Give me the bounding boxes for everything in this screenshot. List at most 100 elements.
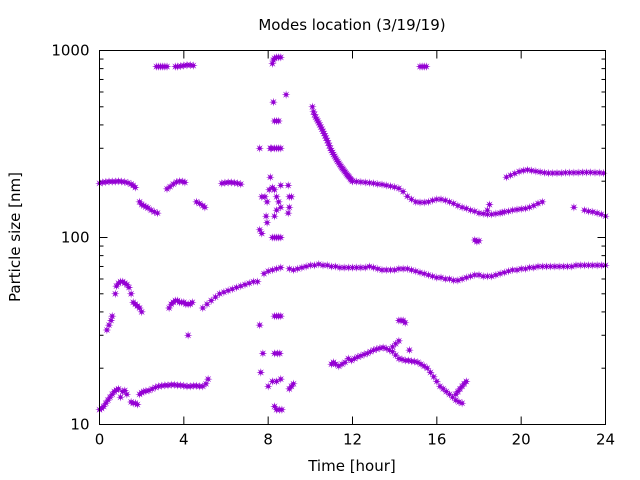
data-point <box>365 262 374 271</box>
data-point <box>441 196 450 205</box>
data-point <box>445 274 454 284</box>
data-point <box>272 205 281 215</box>
data-point <box>257 229 267 238</box>
data-point <box>531 167 541 176</box>
series-middle <box>102 259 610 340</box>
x-tick-label: 24 <box>596 431 615 449</box>
data-point <box>453 276 463 285</box>
data-point <box>453 201 463 210</box>
data-point <box>124 283 134 292</box>
data-point <box>424 197 433 207</box>
data-point <box>403 264 412 274</box>
data-point <box>394 184 404 193</box>
data-point <box>495 269 505 278</box>
data-point <box>137 307 146 317</box>
data-point <box>569 203 579 212</box>
data-point <box>114 384 123 394</box>
y-axis-label: Particle size [nm] <box>6 172 24 302</box>
data-point <box>261 211 271 221</box>
data-point <box>322 261 332 270</box>
data-point <box>466 272 475 281</box>
data-point <box>211 292 220 302</box>
data-point <box>277 405 287 414</box>
data-point <box>276 181 286 190</box>
data-point <box>466 205 475 215</box>
x-tick-label: 0 <box>95 431 105 449</box>
data-point <box>308 102 317 112</box>
data-point <box>276 263 286 272</box>
data-point <box>424 270 433 280</box>
data-point <box>592 208 602 218</box>
data-point <box>283 208 293 218</box>
data-point <box>500 268 509 277</box>
data-point <box>255 320 264 330</box>
data-point <box>436 195 446 204</box>
data-point <box>514 167 524 176</box>
data-point <box>487 272 496 281</box>
data-point <box>289 265 298 275</box>
data-point <box>287 192 296 202</box>
data-point <box>206 296 216 305</box>
data-point <box>270 402 279 411</box>
data-points <box>95 53 610 414</box>
data-point <box>538 197 547 207</box>
data-point <box>111 289 120 299</box>
x-tick-label: 8 <box>263 431 273 449</box>
data-point <box>275 349 285 358</box>
data-point <box>369 263 378 272</box>
data-point <box>263 266 273 276</box>
data-point <box>491 270 501 280</box>
data-point <box>432 377 442 386</box>
data-point <box>310 261 319 270</box>
data-point <box>293 264 302 274</box>
data-point <box>394 336 404 346</box>
data-point <box>106 316 116 325</box>
data-point <box>436 273 446 282</box>
data-point <box>462 273 471 282</box>
data-point <box>457 274 467 284</box>
data-point <box>266 172 275 182</box>
data-point <box>180 178 190 187</box>
data-point <box>462 377 471 386</box>
data-point <box>525 203 534 212</box>
data-point <box>276 203 286 212</box>
data-point <box>131 183 140 192</box>
data-point <box>162 62 172 71</box>
data-point <box>369 179 378 188</box>
data-point <box>114 176 123 186</box>
data-point <box>512 265 522 275</box>
data-point <box>377 180 387 189</box>
data-point <box>188 298 197 307</box>
data-point <box>426 368 435 377</box>
data-point <box>535 167 545 177</box>
data-point <box>244 278 254 288</box>
data-point <box>504 207 513 216</box>
data-point <box>457 398 467 408</box>
data-point <box>405 345 414 355</box>
data-point <box>423 363 432 373</box>
data-point <box>588 207 598 217</box>
data-point <box>428 272 437 281</box>
data-point <box>262 197 272 207</box>
y-tick-label: 10 <box>70 416 89 434</box>
data-point <box>232 283 241 292</box>
y-tick-label: 1000 <box>51 42 89 60</box>
x-axis-label: Time [hour] <box>307 457 396 475</box>
data-point <box>521 264 530 274</box>
data-point <box>219 287 229 297</box>
data-point <box>223 286 233 295</box>
data-point <box>301 262 311 271</box>
data-point <box>240 280 250 289</box>
data-point <box>360 263 370 272</box>
data-point <box>422 62 431 71</box>
data-point <box>429 372 438 382</box>
data-point <box>276 144 286 153</box>
data-point <box>599 168 608 178</box>
data-point <box>407 265 416 275</box>
data-point <box>274 116 283 126</box>
data-point <box>411 266 421 276</box>
data-point <box>126 289 136 299</box>
data-point <box>122 390 132 399</box>
data-point <box>457 203 467 212</box>
